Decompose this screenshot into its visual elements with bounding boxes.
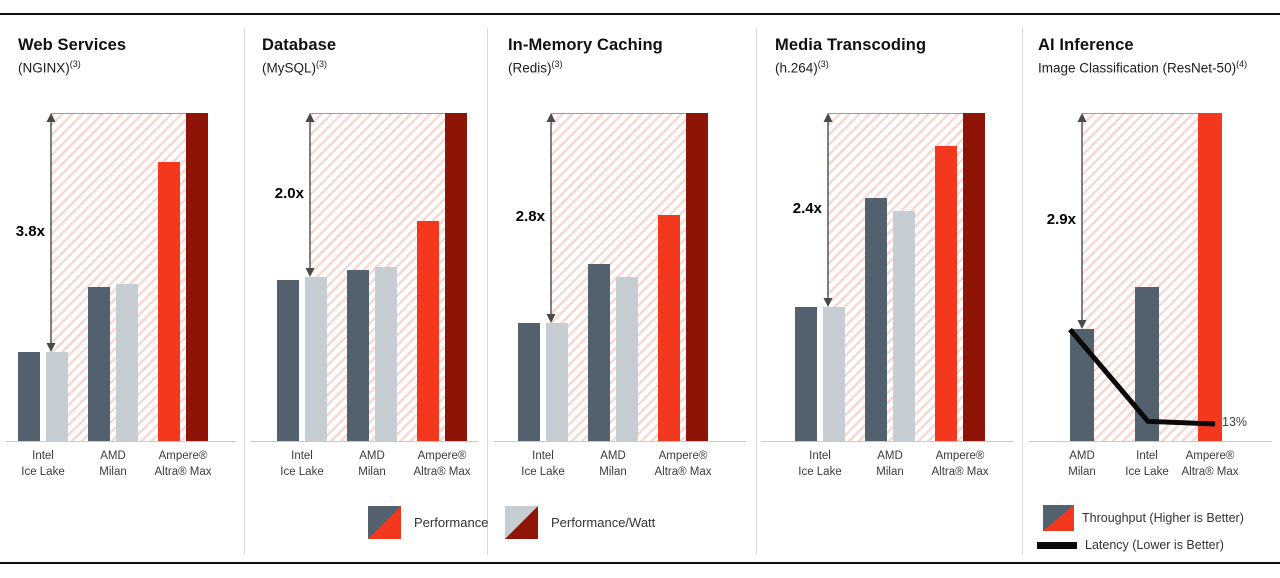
bar-performance-watt-2: [963, 113, 985, 441]
category-label-ampere-altra-max: Ampere® Altra® Max: [154, 450, 212, 478]
panel-divider-2: [487, 28, 488, 555]
bar-performance-0: [795, 307, 817, 441]
legend-throughput: Throughput (Higher is Better): [1043, 505, 1244, 531]
range-arrow-icon: [46, 113, 56, 352]
plot-area: 13%: [1048, 113, 1247, 441]
panel-title: AI Inference: [1038, 36, 1134, 54]
bar-performance-1: [347, 270, 369, 441]
panel-title: Database: [262, 36, 337, 54]
top-rule: [0, 13, 1280, 15]
axis-baseline: [1029, 441, 1272, 442]
bar-performance-watt-0: [546, 323, 568, 441]
performance-swatch-icon: [368, 506, 401, 539]
panel-title: In-Memory Caching: [508, 36, 663, 54]
range-arrow-icon: [305, 113, 315, 277]
bar-performance-0: [518, 323, 540, 441]
bar-performance-1: [88, 287, 110, 441]
panel-subtitle: (Redis)(3): [508, 59, 563, 76]
axis-baseline: [494, 441, 746, 442]
latency-line: [1068, 327, 1216, 427]
panel-ai-inference: AI Inference Image Classification (ResNet…: [1023, 0, 1280, 578]
axis-baseline: [251, 441, 479, 442]
multiplier-label: 3.8x: [15, 222, 45, 240]
bar-performance-watt-1: [375, 267, 397, 441]
category-label-amd-milan: AMD Milan: [358, 450, 386, 478]
panel-web-services: Web Services (NGINX)(3) 3.8x Intel Ice Lake…: [0, 0, 244, 578]
bar-performance-1: [865, 198, 887, 441]
multiplier-label: 2.9x: [1046, 211, 1076, 228]
multiplier-label: 2.0x: [274, 185, 304, 202]
bar-performance-watt-1: [893, 211, 915, 441]
panel-subtitle: (NGINX)(3): [18, 59, 81, 76]
bar-performance-watt-2: [686, 113, 708, 441]
plot-area: [18, 113, 208, 441]
bar-performance-watt-0: [46, 352, 68, 441]
bar-throughput-1: [1135, 287, 1159, 441]
legend-performance-watt: Performance/Watt: [505, 506, 655, 539]
bar-performance-watt-0: [305, 277, 327, 441]
category-label-intel-ice-lake: Intel Ice Lake: [21, 450, 65, 478]
category-label-intel-ice-lake: Intel Ice Lake: [280, 450, 324, 478]
bar-performance-watt-2: [186, 113, 208, 441]
axis-baseline: [6, 441, 236, 442]
legend-performance-watt-label: Performance/Watt: [551, 515, 656, 530]
category-label-amd-milan: AMD Milan: [1068, 450, 1096, 478]
panel-database: Database (MySQL)(3) 2.0x Intel Ice Lake AMD M…: [245, 0, 487, 578]
category-label-ampere-altra-max: Ampere® Altra® Max: [1181, 450, 1239, 478]
legend-latency-label: Latency (Lower is Better): [1085, 538, 1224, 552]
multiplier-label: 2.4x: [792, 200, 822, 217]
panel-divider-3: [756, 28, 757, 555]
category-label-ampere-altra-max: Ampere® Altra® Max: [931, 450, 989, 478]
bar-performance-watt-1: [116, 284, 138, 441]
plot-area: [277, 113, 467, 441]
category-label-amd-milan: AMD Milan: [876, 450, 904, 478]
throughput-swatch-icon: [1043, 505, 1074, 531]
axis-baseline: [761, 441, 1013, 442]
panel-subtitle: (h.264)(3): [775, 59, 829, 76]
latency-line-swatch-icon: [1037, 541, 1077, 549]
bar-throughput-2: [1198, 113, 1222, 441]
category-label-amd-milan: AMD Milan: [99, 450, 127, 478]
latency-end-label: 13%: [1222, 414, 1248, 429]
bar-performance-0: [277, 280, 299, 441]
bar-performance-2: [658, 215, 680, 441]
category-label-intel-ice-lake: Intel Ice Lake: [798, 450, 842, 478]
bar-performance-2: [158, 162, 180, 441]
panel-title: Media Transcoding: [775, 36, 927, 54]
bar-performance-2: [935, 146, 957, 441]
panel-title: Web Services: [18, 36, 127, 54]
category-label-amd-milan: AMD Milan: [599, 450, 627, 478]
plot-area: [518, 113, 708, 441]
bar-performance-watt-1: [616, 277, 638, 441]
category-label-intel-ice-lake: Intel Ice Lake: [1125, 450, 1169, 478]
panel-media-transcoding: Media Transcoding (h.264)(3) 2.4x Intel Ice…: [755, 0, 1021, 578]
bar-performance-0: [18, 352, 40, 441]
bar-throughput-0: [1070, 329, 1094, 441]
panel-subtitle: (MySQL)(3): [262, 59, 327, 76]
bottom-rule: [0, 562, 1280, 564]
category-label-ampere-altra-max: Ampere® Altra® Max: [654, 450, 712, 478]
category-label-intel-ice-lake: Intel Ice Lake: [521, 450, 565, 478]
legend-throughput-label: Throughput (Higher is Better): [1082, 511, 1244, 525]
panel-divider-1: [244, 28, 245, 555]
legend-latency: Latency (Lower is Better): [1037, 538, 1224, 552]
range-arrow-icon: [823, 113, 833, 307]
range-arrow-icon: [546, 113, 556, 323]
bar-performance-watt-0: [823, 307, 845, 441]
plot-area: [795, 113, 985, 441]
panel-subtitle: Image Classification (ResNet-50)(4): [1038, 59, 1248, 76]
legend-performance: Performance: [368, 506, 488, 539]
bar-performance-2: [417, 221, 439, 441]
panel-divider-4: [1022, 28, 1023, 555]
panel-in-memory-caching: In-Memory Caching (Redis)(3) 2.8x Intel Ice…: [488, 0, 754, 578]
performance-watt-swatch-icon: [505, 506, 538, 539]
category-label-ampere-altra-max: Ampere® Altra® Max: [413, 450, 471, 478]
range-arrow-icon: [1077, 113, 1087, 329]
bar-performance-1: [588, 264, 610, 441]
bar-performance-watt-2: [445, 113, 467, 441]
multiplier-label: 2.8x: [515, 208, 545, 225]
legend-performance-label: Performance: [414, 515, 489, 530]
